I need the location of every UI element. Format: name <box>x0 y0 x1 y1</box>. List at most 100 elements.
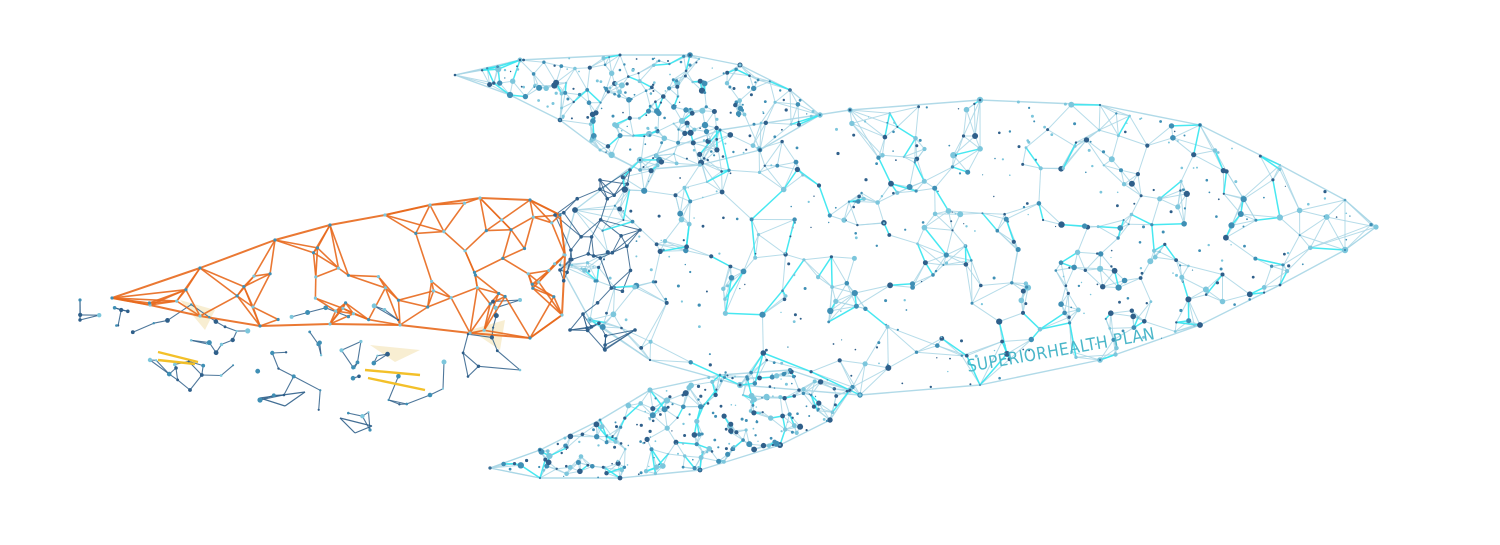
speckle-dot <box>719 129 721 131</box>
highlight-line <box>952 166 968 173</box>
speckle-dot <box>795 146 799 150</box>
debris-node <box>376 354 379 357</box>
flame-line <box>476 287 491 305</box>
network-line <box>1009 339 1032 360</box>
speckle-dot <box>787 372 790 375</box>
network-node <box>667 86 672 91</box>
speckle-dot <box>780 311 782 314</box>
network-line <box>564 92 575 103</box>
speckle-dot <box>689 107 692 111</box>
flame-node <box>314 275 318 279</box>
network-line <box>803 381 816 394</box>
network-node <box>885 364 892 371</box>
highlight-line <box>1223 171 1228 194</box>
network-line <box>1172 124 1201 139</box>
speckle-dot <box>875 244 878 247</box>
network-node <box>1296 207 1303 214</box>
flame-node <box>341 306 345 310</box>
network-line <box>454 74 494 84</box>
speckle-dot <box>744 283 746 286</box>
network-line <box>656 243 686 251</box>
debris-node <box>166 371 172 377</box>
flame-line <box>510 229 526 249</box>
network-line <box>1187 299 1195 326</box>
network-line <box>1120 169 1139 175</box>
network-line <box>1188 289 1207 300</box>
highlight-line <box>719 129 730 171</box>
speckle-dot <box>687 187 689 189</box>
network-node <box>885 324 890 329</box>
speckle-dot <box>701 224 705 228</box>
speckle-dot <box>664 297 668 301</box>
network-node <box>623 416 627 420</box>
network-line <box>882 154 904 158</box>
outline-line <box>719 109 851 131</box>
network-line <box>1011 282 1026 285</box>
debris-line <box>79 314 100 321</box>
speckle-dot <box>605 311 608 315</box>
network-line <box>1099 339 1114 361</box>
debris-node <box>147 357 153 363</box>
nozzle-line <box>604 329 636 346</box>
exhaust-lines <box>79 299 521 434</box>
network-line <box>946 245 966 256</box>
debris-line <box>462 334 469 354</box>
network-node <box>963 262 969 267</box>
speckle-dot <box>705 450 709 454</box>
network-line <box>640 302 668 349</box>
network-node <box>573 66 577 71</box>
speckle-dot <box>598 148 602 152</box>
speckle-dot <box>1345 212 1348 215</box>
speckle-dot <box>688 413 691 416</box>
network-line <box>519 59 534 75</box>
speckle-dot <box>537 99 540 102</box>
network-line <box>684 181 708 189</box>
network-line <box>912 274 934 285</box>
network-node <box>728 421 734 427</box>
network-line <box>897 190 917 194</box>
network-line <box>589 313 614 321</box>
network-node <box>757 170 762 174</box>
nozzle-line <box>587 236 593 254</box>
flame-node <box>383 286 387 290</box>
nozzle-node <box>575 196 579 201</box>
nozzle-line <box>604 329 636 351</box>
network-line <box>632 221 657 245</box>
speckle-dot <box>1083 312 1085 315</box>
network-node <box>684 244 689 250</box>
speckle-dot <box>570 117 573 120</box>
speckle-dot <box>788 368 792 372</box>
speckle-dot <box>644 410 646 413</box>
network-node <box>1222 192 1225 195</box>
nozzle-line <box>569 313 584 331</box>
network-node <box>651 280 656 284</box>
flame-line <box>149 300 177 304</box>
network-line <box>1151 198 1161 225</box>
network-line <box>489 464 521 469</box>
speckle-dot <box>1110 256 1112 259</box>
debris-line <box>224 326 237 332</box>
speckle-dot <box>606 434 608 436</box>
network-line <box>852 367 889 388</box>
speckle-dot <box>1182 188 1185 191</box>
network-line <box>643 165 659 192</box>
speckle-dot <box>648 465 650 468</box>
network-line <box>1060 285 1067 305</box>
network-line <box>1099 129 1119 137</box>
highlight-line <box>796 168 820 187</box>
debris-line <box>388 376 399 401</box>
network-line <box>752 122 762 146</box>
network-line <box>755 253 786 259</box>
network-line <box>758 234 786 255</box>
nozzle-node <box>598 178 602 182</box>
nozzle-node <box>553 213 557 217</box>
speckle-dot <box>787 262 791 266</box>
speckle-dot <box>822 418 826 421</box>
network-node <box>1119 168 1123 173</box>
network-node <box>797 388 801 392</box>
speckle-dot <box>790 205 792 208</box>
network-node <box>727 168 731 172</box>
speckle-dot <box>893 121 896 124</box>
network-line <box>673 70 687 81</box>
nozzle-node <box>605 196 610 201</box>
